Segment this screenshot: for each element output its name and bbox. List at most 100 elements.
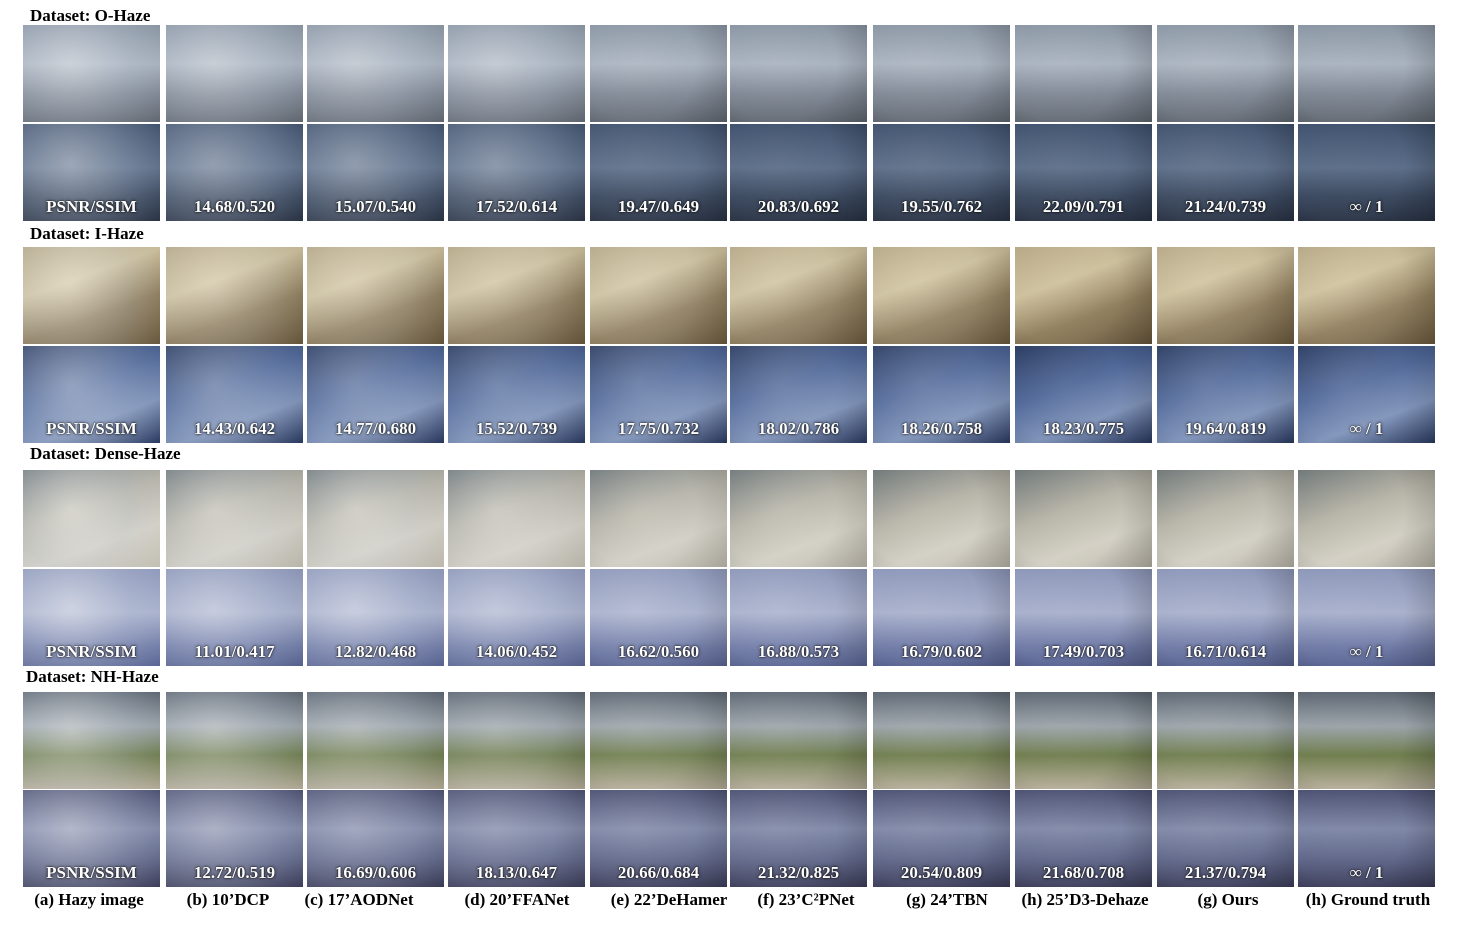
psnr-ssim-label: 18.23/0.775 [1042, 419, 1125, 438]
result-image: 18.26/0.758 [873, 346, 1010, 443]
method-caption: (b) 10’DCP [186, 890, 270, 909]
result-image [730, 247, 867, 344]
haze-overlay [1015, 346, 1152, 443]
haze-overlay [448, 569, 585, 666]
haze-overlay [307, 470, 444, 567]
result-image [1298, 470, 1435, 567]
psnr-ssim-label: 15.07/0.540 [334, 197, 417, 216]
psnr-ssim-label: 12.72/0.519 [193, 863, 276, 882]
result-image [590, 692, 727, 789]
haze-overlay [1157, 569, 1294, 666]
method-caption: (e) 22’DeHamer [610, 890, 728, 909]
result-image: 22.09/0.791 [1015, 124, 1152, 221]
haze-overlay [1157, 692, 1294, 789]
psnr-ssim-label: 18.02/0.786 [757, 419, 840, 438]
haze-overlay [1157, 346, 1294, 443]
psnr-ssim-label: 21.68/0.708 [1042, 863, 1125, 882]
psnr-ssim-label: 14.77/0.680 [334, 419, 417, 438]
psnr-ssim-label: 14.43/0.642 [193, 419, 276, 438]
haze-overlay [166, 25, 303, 122]
image-row-dense-haze-2: PSNR/SSIM 11.01/0.417 12.82/0.468 14.06/0.4… [23, 569, 1438, 666]
result-image: 18.23/0.775 [1015, 346, 1152, 443]
haze-overlay [1298, 124, 1435, 221]
haze-overlay [590, 470, 727, 567]
method-caption: (c) 17’AODNet [304, 890, 414, 909]
result-image: 17.49/0.703 [1015, 569, 1152, 666]
image-row-dense-haze-1 [23, 470, 1438, 567]
haze-overlay [448, 124, 585, 221]
psnr-ssim-label: ∞ / 1 [1349, 863, 1384, 882]
haze-overlay [1298, 692, 1435, 789]
result-image: 21.37/0.794 [1157, 790, 1294, 887]
psnr-ssim-label: 19.64/0.819 [1184, 419, 1267, 438]
haze-overlay [448, 692, 585, 789]
haze-overlay [166, 470, 303, 567]
result-image: 21.24/0.739 [1157, 124, 1294, 221]
haze-overlay [307, 569, 444, 666]
haze-overlay [590, 692, 727, 789]
psnr-ssim-label: PSNR/SSIM [46, 197, 137, 216]
result-image: 17.75/0.732 [590, 346, 727, 443]
result-image: 14.06/0.452 [448, 569, 585, 666]
result-image [166, 692, 303, 789]
result-image [873, 692, 1010, 789]
psnr-ssim-label: 16.88/0.573 [757, 642, 840, 661]
haze-overlay [873, 25, 1010, 122]
haze-overlay [448, 25, 585, 122]
psnr-ssim-label: 17.49/0.703 [1042, 642, 1125, 661]
method-caption: (g) Ours [1197, 890, 1259, 909]
haze-overlay [873, 790, 1010, 887]
result-image [23, 470, 160, 567]
haze-overlay [23, 247, 160, 344]
psnr-ssim-label: 20.54/0.809 [900, 863, 983, 882]
dataset-label-i-haze: Dataset: I-Haze [30, 224, 144, 243]
method-caption: (a) Hazy image [34, 890, 144, 909]
psnr-ssim-label: 21.37/0.794 [1184, 863, 1267, 882]
haze-overlay [1157, 790, 1294, 887]
result-image: 19.64/0.819 [1157, 346, 1294, 443]
haze-overlay [166, 346, 303, 443]
dataset-label-dense-haze: Dataset: Dense-Haze [30, 444, 181, 463]
haze-overlay [23, 692, 160, 789]
psnr-ssim-label: ∞ / 1 [1349, 197, 1384, 216]
result-image [873, 25, 1010, 122]
result-image [1015, 470, 1152, 567]
haze-overlay [307, 790, 444, 887]
psnr-ssim-label: 14.68/0.520 [193, 197, 276, 216]
result-image [448, 25, 585, 122]
haze-overlay [1157, 247, 1294, 344]
haze-overlay [1157, 470, 1294, 567]
result-image: 14.43/0.642 [166, 346, 303, 443]
haze-overlay [730, 124, 867, 221]
haze-overlay [873, 692, 1010, 789]
haze-overlay [873, 346, 1010, 443]
haze-overlay [1157, 25, 1294, 122]
result-image: 16.79/0.602 [873, 569, 1010, 666]
psnr-ssim-label: 20.83/0.692 [757, 197, 840, 216]
result-image [590, 247, 727, 344]
result-image: 18.02/0.786 [730, 346, 867, 443]
result-image [166, 470, 303, 567]
psnr-ssim-label: 16.62/0.560 [617, 642, 700, 661]
haze-overlay [590, 790, 727, 887]
haze-overlay [873, 124, 1010, 221]
result-image: PSNR/SSIM [23, 569, 160, 666]
result-image: 16.71/0.614 [1157, 569, 1294, 666]
result-image: 14.68/0.520 [166, 124, 303, 221]
result-image [1298, 25, 1435, 122]
result-image: 14.77/0.680 [307, 346, 444, 443]
result-image: PSNR/SSIM [23, 124, 160, 221]
method-caption: (h) Ground truth [1305, 890, 1431, 909]
psnr-ssim-label: 11.01/0.417 [194, 642, 275, 661]
result-image [23, 247, 160, 344]
haze-overlay [1298, 247, 1435, 344]
haze-overlay [307, 346, 444, 443]
result-image [730, 692, 867, 789]
haze-overlay [590, 25, 727, 122]
haze-overlay [1298, 470, 1435, 567]
haze-overlay [1298, 346, 1435, 443]
haze-overlay [590, 346, 727, 443]
psnr-ssim-label: 18.13/0.647 [475, 863, 558, 882]
haze-overlay [307, 25, 444, 122]
haze-overlay [730, 569, 867, 666]
